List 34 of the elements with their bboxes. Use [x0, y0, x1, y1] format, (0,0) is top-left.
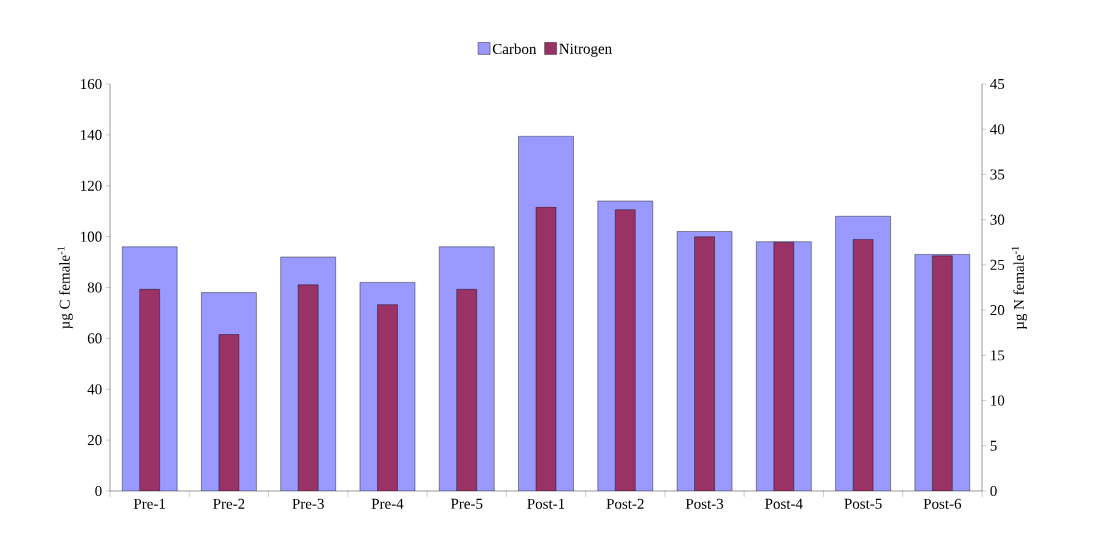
y-tick-label: 80 — [87, 282, 102, 293]
x-tick-label: Post-3 — [685, 498, 724, 509]
y2-tick-label: 35 — [990, 169, 1005, 180]
x-tick-label: Pre-3 — [292, 498, 324, 509]
y-tick-label: 0 — [95, 485, 102, 497]
y2-tick-label: 15 — [991, 350, 1005, 361]
y2-axis-title: µg N female$^{-1}$ — [1011, 246, 1028, 330]
y-tick-label: 40 — [87, 384, 102, 395]
legend-label: Nitrogen — [559, 43, 612, 57]
y2-tick-label: 0 — [990, 485, 997, 497]
y2-tick-label: 25 — [990, 259, 1005, 270]
y2-tick-label: 5 — [990, 440, 997, 451]
y-tick-label: 100 — [81, 231, 102, 242]
y2-tick-label: 30 — [990, 214, 1005, 225]
y2-tick-label: 40 — [990, 124, 1005, 135]
x-tick-label: Post-6 — [923, 498, 962, 509]
x-tick-label: Post-2 — [606, 498, 644, 509]
x-tick-label: Post-4 — [765, 498, 803, 509]
x-tick-label: Post-5 — [844, 498, 882, 509]
x-tick-label: Pre-1 — [133, 498, 165, 509]
y-tick-label: 20 — [87, 435, 102, 446]
x-tick-label: Pre-2 — [213, 498, 245, 509]
x-tick-label: Pre-4 — [371, 498, 404, 509]
y2-tick-label: 20 — [990, 305, 1005, 316]
y-tick-label: 160 — [81, 78, 102, 90]
x-tick-label: Pre-5 — [450, 498, 483, 509]
y-tick-label: 140 — [81, 129, 102, 140]
x-tick-label: Post-1 — [527, 498, 565, 509]
y-axis-title: µg C female$^{-1}$ — [57, 246, 73, 329]
y2-tick-label: 45 — [990, 79, 1005, 90]
y-tick-label: 120 — [81, 180, 102, 191]
legend-label: Carbon — [492, 43, 537, 55]
y-tick-label: 60 — [87, 333, 102, 344]
y2-tick-label: 10 — [991, 395, 1005, 406]
